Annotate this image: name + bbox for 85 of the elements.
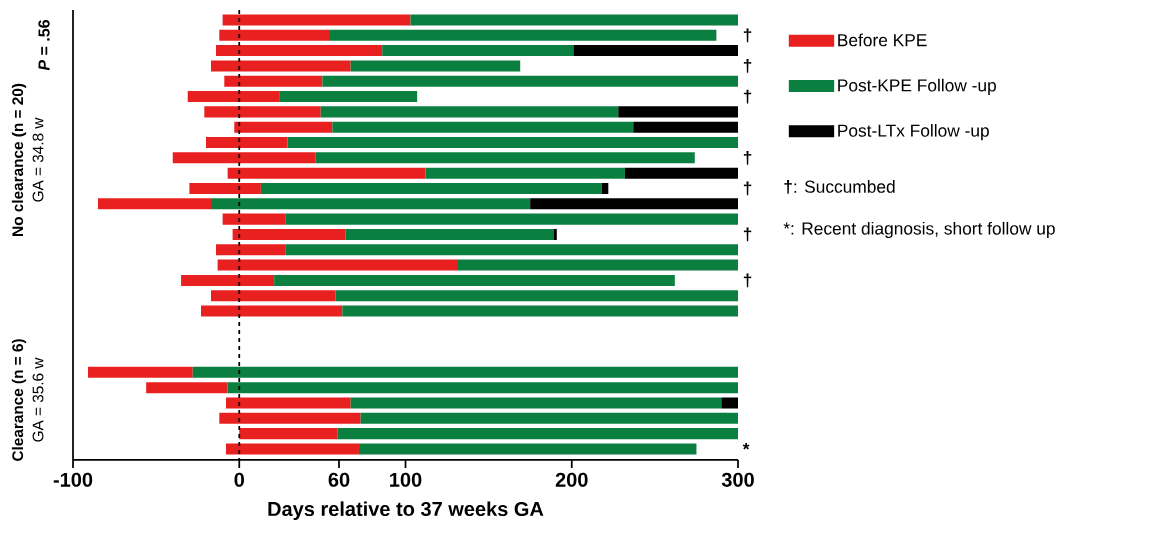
bar	[350, 397, 722, 409]
bar	[97, 198, 211, 210]
bar	[345, 228, 554, 240]
bar	[350, 60, 521, 72]
bar	[146, 382, 228, 394]
bar	[227, 382, 738, 394]
bar	[224, 75, 323, 87]
bar	[219, 29, 330, 41]
data-label: †	[743, 181, 752, 196]
data-label: †	[743, 59, 752, 73]
bar	[215, 45, 383, 57]
legend-label: Before KPE	[838, 33, 927, 47]
bar	[217, 259, 458, 271]
bar	[320, 106, 619, 118]
bar	[210, 60, 351, 72]
bar	[335, 290, 738, 302]
bar	[192, 366, 738, 378]
bar	[618, 106, 738, 118]
bar	[425, 167, 625, 179]
data-label: †	[743, 150, 752, 165]
text: No clearance (n = 20)	[11, 83, 27, 236]
text: P = .56	[38, 19, 50, 71]
bar	[633, 121, 738, 133]
x-tick-label: 200	[555, 472, 588, 487]
data-label: †	[743, 28, 752, 43]
bar	[201, 305, 343, 317]
bar	[329, 29, 717, 41]
bar	[172, 152, 316, 164]
bar	[189, 182, 261, 195]
bar	[260, 182, 602, 195]
bar	[181, 274, 275, 286]
x-tick-label: 300	[721, 472, 754, 487]
bar	[322, 75, 738, 87]
text: GA = 34.8 w	[32, 117, 44, 202]
data-label: †	[743, 273, 752, 288]
bar	[210, 198, 531, 210]
bar	[219, 412, 361, 424]
bar	[287, 137, 738, 149]
legend-label: Post-KPE Follow -up	[838, 78, 996, 95]
data-label: *	[742, 443, 750, 450]
bar	[274, 274, 675, 286]
bar	[285, 244, 738, 256]
text: †: Succumbed	[784, 180, 895, 194]
bar	[227, 167, 426, 179]
x-tick-label: 0	[234, 472, 244, 487]
bar	[530, 198, 738, 210]
text: GA = 35.6 w	[32, 357, 44, 442]
bar	[457, 259, 738, 271]
bar	[624, 167, 738, 179]
bar	[382, 45, 574, 57]
bar	[601, 182, 609, 195]
bar	[721, 397, 738, 409]
bar	[358, 443, 697, 455]
text: *: Recent diagnosis, short follow up	[783, 221, 1055, 239]
bar	[337, 428, 738, 440]
bar	[210, 290, 336, 302]
data-label: †	[743, 89, 752, 104]
bar	[215, 244, 286, 256]
bar	[553, 228, 557, 240]
bar	[239, 428, 338, 440]
bar	[187, 91, 280, 103]
bar	[279, 91, 418, 103]
bar	[204, 106, 321, 118]
legend-label: Post-LTx Follow -up	[838, 124, 989, 141]
bar	[234, 121, 333, 133]
bar	[222, 213, 286, 225]
x-tick-label: -100	[53, 472, 93, 487]
bar	[222, 14, 411, 26]
bar	[225, 397, 351, 409]
data-label: †	[743, 227, 752, 242]
bar	[225, 443, 359, 455]
x-tick-label: 60	[328, 472, 350, 487]
bar	[285, 213, 738, 225]
x-axis-title: Days relative to 37 weeks GA	[268, 501, 544, 521]
bar	[206, 137, 288, 149]
bar	[342, 305, 738, 317]
bar	[315, 152, 695, 164]
bar	[360, 412, 738, 424]
bar	[232, 228, 346, 240]
bar	[573, 45, 738, 57]
bar	[410, 14, 738, 26]
x-tick-label: 100	[390, 472, 422, 487]
text: Clearance (n = 6)	[11, 339, 27, 461]
bar	[87, 366, 193, 378]
bar	[332, 121, 634, 133]
